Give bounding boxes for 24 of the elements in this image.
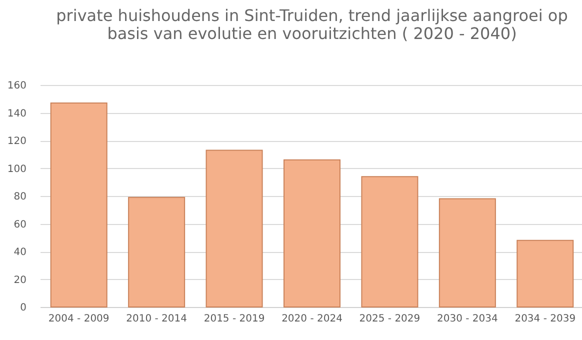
bar	[206, 150, 263, 308]
bar	[128, 196, 186, 308]
chart-title: private huishoudens in Sint-Truiden, trend jaarlijkse aangroei op basis van evolutie en vooruitzichten ( 2020 - 2040)	[56, 6, 568, 43]
x-tick-label: 2015 - 2019	[204, 314, 265, 324]
y-tick-label: 20	[14, 274, 26, 286]
y-tick-label: 40	[14, 247, 26, 258]
bar	[50, 102, 108, 308]
x-tick-label: 2030 - 2034	[436, 314, 498, 324]
bar	[438, 198, 496, 308]
x-tick-label: 2025 - 2029	[359, 314, 420, 324]
y-tick-label: 160	[7, 80, 26, 92]
x-tick-label: 2034 - 2039	[514, 314, 576, 324]
bar	[361, 176, 418, 308]
y-tick-label: 140	[7, 108, 26, 120]
x-tick-label: 2004 - 2009	[48, 314, 110, 324]
y-tick-label: 60	[14, 219, 26, 230]
y-tick-label: 120	[7, 136, 26, 147]
x-tick-label: 2010 - 2014	[126, 314, 188, 324]
y-tick-label: 80	[14, 192, 26, 202]
bar	[284, 159, 340, 308]
x-tick-label: 2020 - 2024	[282, 314, 342, 324]
bar	[516, 240, 574, 308]
y-tick-label: 0	[20, 302, 26, 314]
y-tick-label: 100	[7, 164, 26, 175]
